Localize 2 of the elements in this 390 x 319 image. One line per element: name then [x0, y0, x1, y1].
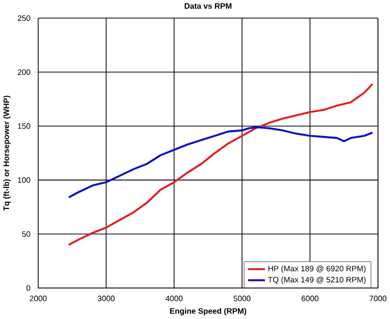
line-series — [68, 83, 374, 246]
line-series — [68, 126, 374, 198]
